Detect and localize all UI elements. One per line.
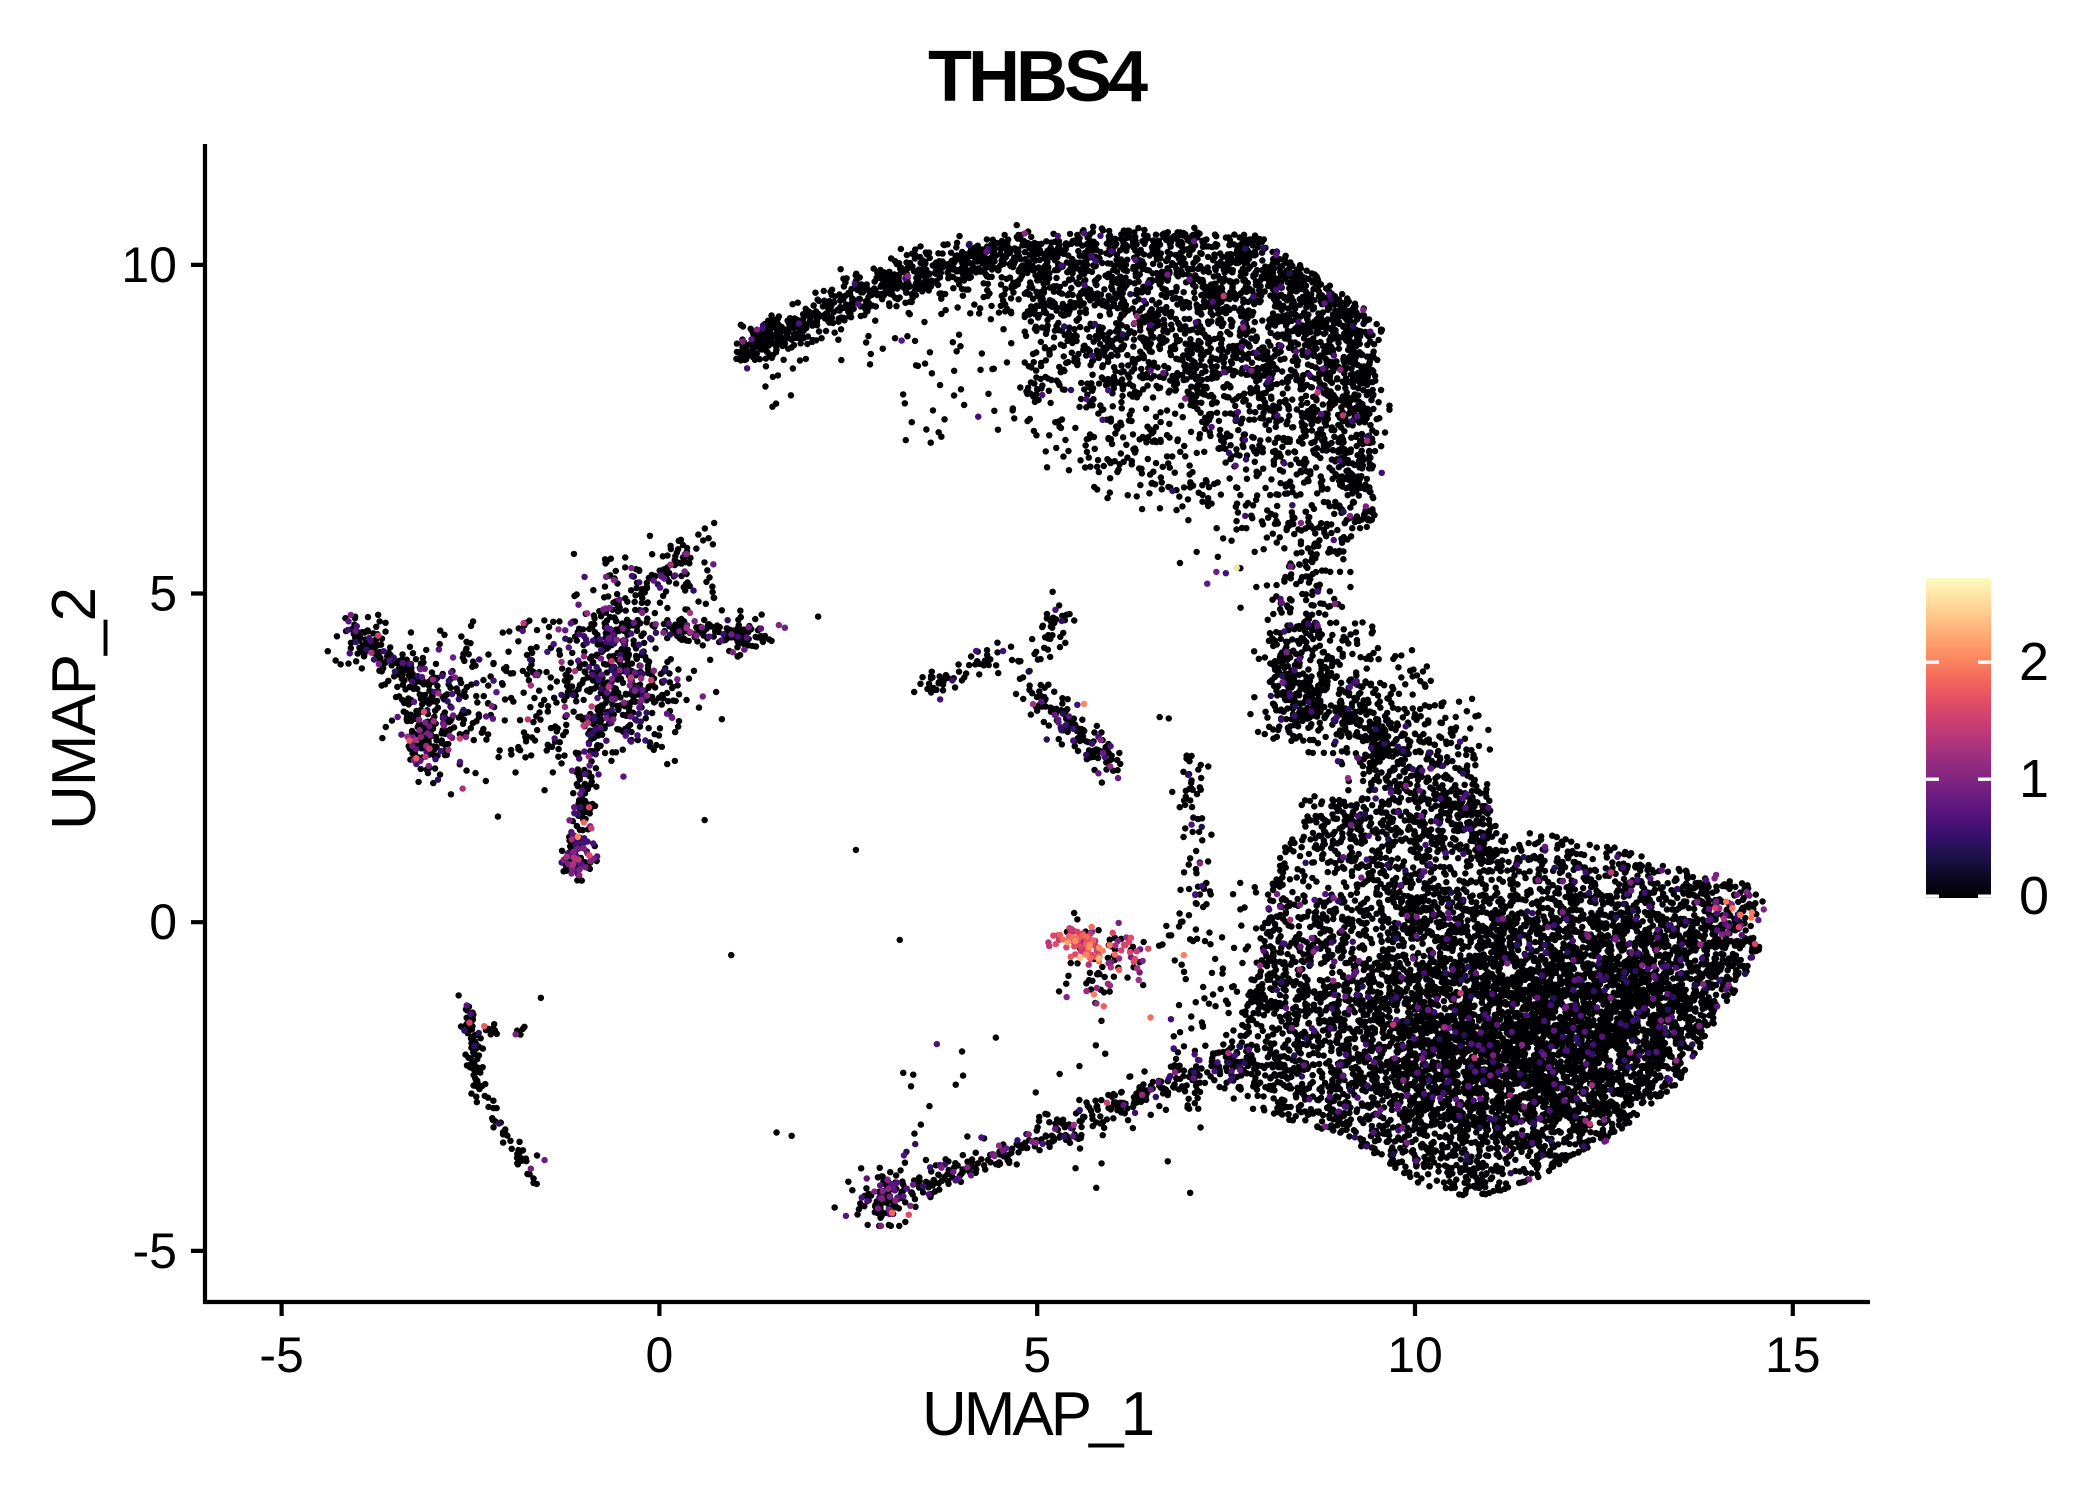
svg-text:-5: -5 [259, 1327, 303, 1383]
svg-text:1: 1 [2019, 749, 2049, 809]
svg-text:10: 10 [121, 237, 177, 293]
svg-text:0: 0 [645, 1327, 673, 1383]
svg-text:UMAP_1: UMAP_1 [922, 1380, 1153, 1449]
svg-text:0: 0 [2019, 866, 2049, 926]
svg-text:15: 15 [1765, 1327, 1821, 1383]
svg-text:UMAP_2: UMAP_2 [40, 588, 109, 830]
svg-text:10: 10 [1387, 1327, 1443, 1383]
svg-text:2: 2 [2019, 632, 2049, 692]
svg-text:-5: -5 [133, 1223, 177, 1279]
svg-text:5: 5 [1023, 1327, 1051, 1383]
svg-text:5: 5 [149, 566, 177, 622]
svg-text:THBS4: THBS4 [928, 37, 1148, 117]
svg-text:0: 0 [149, 894, 177, 950]
